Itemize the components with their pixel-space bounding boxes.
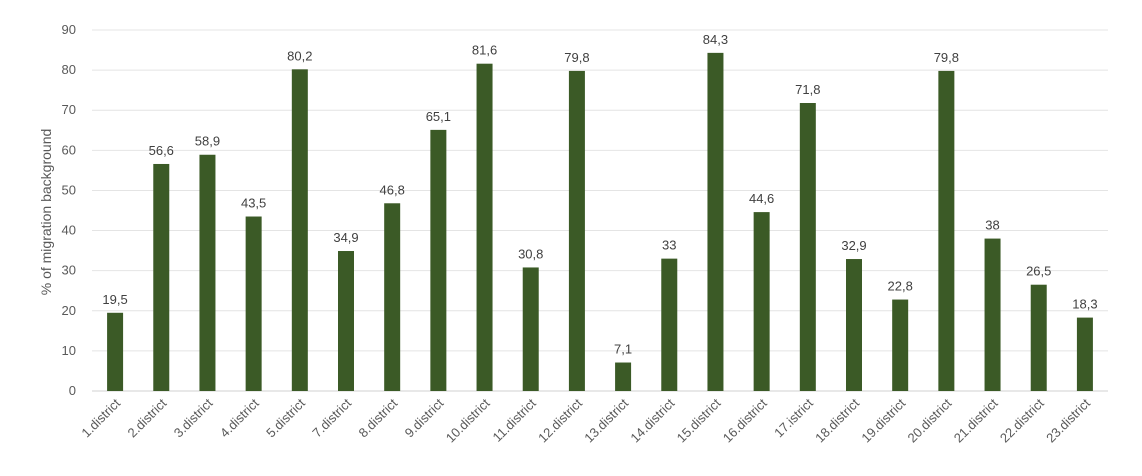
data-label: 19,5: [102, 292, 127, 307]
x-tick-label: 11.district: [490, 395, 540, 445]
x-tick-label: 12.district: [535, 395, 585, 445]
x-tick-label: 1.district: [78, 395, 123, 440]
bar: [430, 129, 447, 392]
x-tick-label: 22.district: [997, 395, 1047, 445]
bar: [938, 70, 955, 391]
data-label: 26,5: [1026, 264, 1051, 279]
x-tick-label: 14.district: [627, 395, 677, 445]
x-tick-label: 7.district: [309, 395, 354, 440]
x-tick-label: 16.district: [720, 395, 770, 445]
data-label: 18,3: [1072, 297, 1097, 312]
data-label: 43,5: [241, 196, 266, 211]
x-tick-label: 2.district: [125, 395, 170, 440]
y-tick-label: 0: [69, 383, 76, 398]
y-tick-label: 80: [62, 62, 76, 77]
y-tick-label: 60: [62, 142, 76, 157]
data-label: 32,9: [841, 238, 866, 253]
x-tick-label: 21.district: [951, 395, 1001, 445]
data-label: 58,9: [195, 134, 220, 149]
x-tick-label: 20.district: [905, 395, 955, 445]
bar: [799, 103, 816, 391]
bar: [384, 203, 401, 391]
bar: [522, 267, 539, 391]
data-label: 33: [662, 238, 676, 253]
y-tick-label: 20: [62, 303, 76, 318]
x-tick-label: 8.district: [355, 395, 400, 440]
data-labels: 19,5 56,6 58,9 43,5 80,2 34,9 46,8 65,1 81,6 30,8…: [102, 32, 1097, 357]
bar: [753, 212, 770, 391]
x-tick-label: 13.district: [581, 395, 631, 445]
x-tick-label: 4.district: [217, 395, 262, 440]
data-label: 79,8: [564, 50, 589, 65]
bar: [291, 69, 308, 391]
bar: [615, 362, 632, 391]
y-tick-label: 50: [62, 182, 76, 197]
data-label: 44,6: [749, 191, 774, 206]
y-axis-ticks: 0 10 20 30 40 50 60 70 80 90: [62, 22, 76, 398]
bar: [199, 154, 216, 391]
data-label: 65,1: [426, 109, 451, 124]
data-label: 79,8: [934, 50, 959, 65]
data-label: 46,8: [380, 182, 405, 197]
bar: [846, 259, 862, 391]
y-tick-label: 40: [62, 223, 76, 238]
x-tick-label: 5.district: [263, 395, 308, 440]
y-tick-label: 30: [62, 263, 76, 278]
x-tick-label: 19.district: [858, 395, 908, 445]
x-axis-ticks: 1.district 2.district 3.district 4.district…: [78, 395, 1093, 445]
bar: [1030, 284, 1047, 391]
bar: [153, 163, 170, 391]
x-tick-label: 10.district: [443, 395, 493, 445]
data-label: 38: [985, 218, 999, 233]
bar: [707, 52, 724, 391]
data-label: 84,3: [703, 32, 728, 47]
data-label: 7,1: [614, 342, 632, 357]
bar: [984, 238, 1001, 391]
data-label: 22,8: [888, 279, 913, 294]
bar: [107, 312, 124, 391]
bars: [107, 52, 1093, 392]
bar: [245, 216, 262, 391]
x-tick-label: 23.district: [1043, 395, 1093, 445]
data-label: 71,8: [795, 82, 820, 97]
bar: [476, 63, 493, 392]
data-label: 56,6: [149, 143, 174, 158]
y-axis-title: % of migration background: [38, 129, 54, 296]
data-label: 80,2: [287, 48, 312, 63]
y-tick-label: 70: [62, 102, 76, 117]
bar: [1076, 317, 1093, 391]
y-tick-label: 10: [62, 343, 76, 358]
bar: [892, 299, 909, 391]
x-tick-label: 18.district: [812, 395, 862, 445]
bar: [568, 70, 585, 391]
x-tick-label: 9.district: [402, 395, 447, 440]
data-label: 34,9: [333, 230, 358, 245]
x-tick-label: 3.district: [171, 395, 216, 440]
data-label: 81,6: [472, 43, 497, 58]
bar: [338, 251, 354, 391]
data-label: 30,8: [518, 246, 543, 261]
bar: [661, 258, 678, 391]
x-tick-label: 17.istrict: [771, 395, 816, 440]
y-tick-label: 90: [62, 22, 76, 37]
x-tick-label: 15.district: [674, 395, 724, 445]
